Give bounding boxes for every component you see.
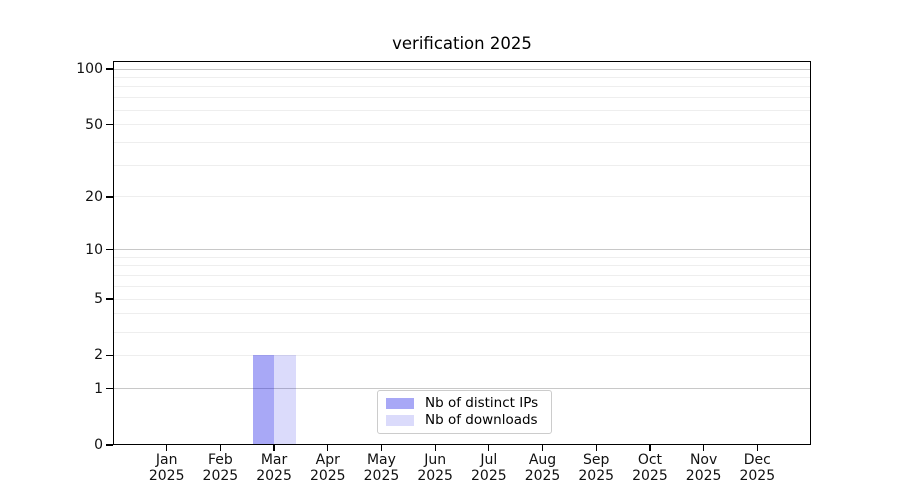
x-tick-label-month: Oct: [637, 452, 663, 468]
gridline-minor: [113, 256, 811, 258]
gridline-minor: [113, 275, 811, 277]
x-tick: [595, 445, 597, 451]
y-tick-label: 1: [94, 380, 103, 397]
x-tick-label: Jan 2025: [127, 452, 207, 484]
gridline-major: [113, 249, 811, 251]
y-tick: [106, 124, 113, 126]
gridline-minor: [113, 196, 811, 198]
y-tick: [106, 387, 113, 390]
y-tick: [106, 444, 113, 446]
gridline-minor: [113, 285, 811, 287]
gridline-minor: [113, 298, 811, 300]
x-tick-label-month: Jul: [480, 452, 498, 468]
gridline-minor: [113, 313, 811, 315]
x-tick-label: Mar 2025: [234, 452, 314, 484]
x-tick-label-year: 2025: [363, 467, 400, 484]
gridline-minor: [113, 97, 811, 99]
x-tick-label-year: 2025: [632, 467, 668, 484]
x-tick-label-month: Nov: [689, 452, 718, 468]
bar-distinct-ips: [252, 355, 275, 445]
x-tick-label-year: 2025: [202, 467, 239, 484]
x-tick: [327, 445, 329, 451]
x-tick-label-month: Mar: [260, 452, 288, 468]
x-tick-label-month: Aug: [528, 452, 557, 468]
y-tick-label: 5: [94, 291, 103, 308]
gridline-minor: [113, 141, 811, 143]
gridline-minor: [113, 76, 811, 78]
x-tick-label: May 2025: [341, 452, 421, 484]
y-tick-label: 10: [85, 241, 103, 258]
x-tick-label-year: 2025: [417, 467, 453, 484]
x-tick: [541, 445, 544, 451]
x-tick-label: Feb 2025: [180, 452, 260, 484]
x-tick: [219, 445, 221, 451]
legend-label-distinct-ips: Nb of distinct IPs: [425, 395, 539, 411]
y-tick: [106, 249, 113, 251]
x-tick-label: Jun 2025: [395, 452, 475, 484]
legend-label-downloads: Nb of downloads: [425, 412, 538, 428]
y-tick: [106, 354, 113, 357]
x-tick: [703, 445, 705, 451]
x-tick: [434, 445, 436, 451]
gridline-minor: [113, 86, 811, 88]
x-tick-label-month: Jun: [424, 452, 447, 468]
x-tick-label-year: 2025: [256, 467, 292, 484]
y-tick: [106, 298, 113, 300]
bar-downloads: [274, 355, 296, 445]
gridline-minor: [113, 109, 811, 111]
x-tick-label-month: Jan: [155, 452, 178, 468]
gridline-minor: [113, 331, 811, 333]
y-tick-label: 2: [94, 347, 103, 364]
y-tick-label: 50: [85, 116, 103, 133]
x-tick: [166, 445, 168, 451]
x-tick-label: Nov 2025: [664, 452, 744, 484]
x-tick-label: Apr 2025: [288, 452, 368, 484]
x-tick-label-month: Feb: [207, 452, 233, 468]
x-tick-label-year: 2025: [471, 467, 507, 484]
gridline-minor: [113, 164, 811, 166]
x-tick: [488, 445, 490, 451]
legend-entry-distinct-ips: Nb of distinct IPs: [386, 396, 543, 411]
gridline-major: [113, 388, 811, 390]
x-tick-label: Oct 2025: [610, 452, 690, 484]
x-tick-label-month: Sep: [583, 452, 610, 468]
x-tick-label-year: 2025: [148, 467, 185, 484]
y-tick: [106, 68, 113, 70]
x-tick: [756, 445, 758, 451]
x-tick-label-month: Apr: [315, 452, 340, 468]
y-tick: [106, 196, 113, 198]
x-tick-label-year: 2025: [685, 467, 722, 484]
x-tick-label: Aug 2025: [503, 452, 583, 484]
x-tick-label-year: 2025: [578, 467, 615, 484]
x-tick: [649, 445, 651, 451]
gridline-minor: [113, 354, 811, 356]
x-tick: [273, 445, 275, 451]
legend-entry-downloads: Nb of downloads: [386, 413, 543, 428]
legend-swatch-downloads: [386, 415, 414, 426]
y-tick-label: 0: [94, 437, 103, 453]
gridline-minor: [113, 265, 811, 267]
x-tick-label: Dec 2025: [717, 452, 797, 484]
x-tick-label-month: Dec: [743, 452, 771, 468]
chart-title: verification 2025: [392, 34, 532, 53]
y-tick-label: 20: [85, 188, 103, 205]
gridline-major: [113, 68, 811, 70]
x-tick-label-month: May: [366, 452, 396, 468]
y-tick-label: 100: [76, 61, 103, 77]
x-tick-label: Jul 2025: [449, 452, 529, 484]
plot-area: [113, 61, 811, 445]
x-tick: [380, 445, 383, 451]
x-tick-label-year: 2025: [309, 467, 346, 484]
gridline-minor: [113, 124, 811, 126]
legend: Nb of distinct IPs Nb of downloads: [377, 390, 552, 434]
x-tick-label-year: 2025: [524, 467, 561, 484]
x-tick-label-year: 2025: [739, 467, 776, 484]
legend-swatch-distinct-ips: [386, 398, 414, 409]
x-tick-label: Sep 2025: [556, 452, 636, 484]
